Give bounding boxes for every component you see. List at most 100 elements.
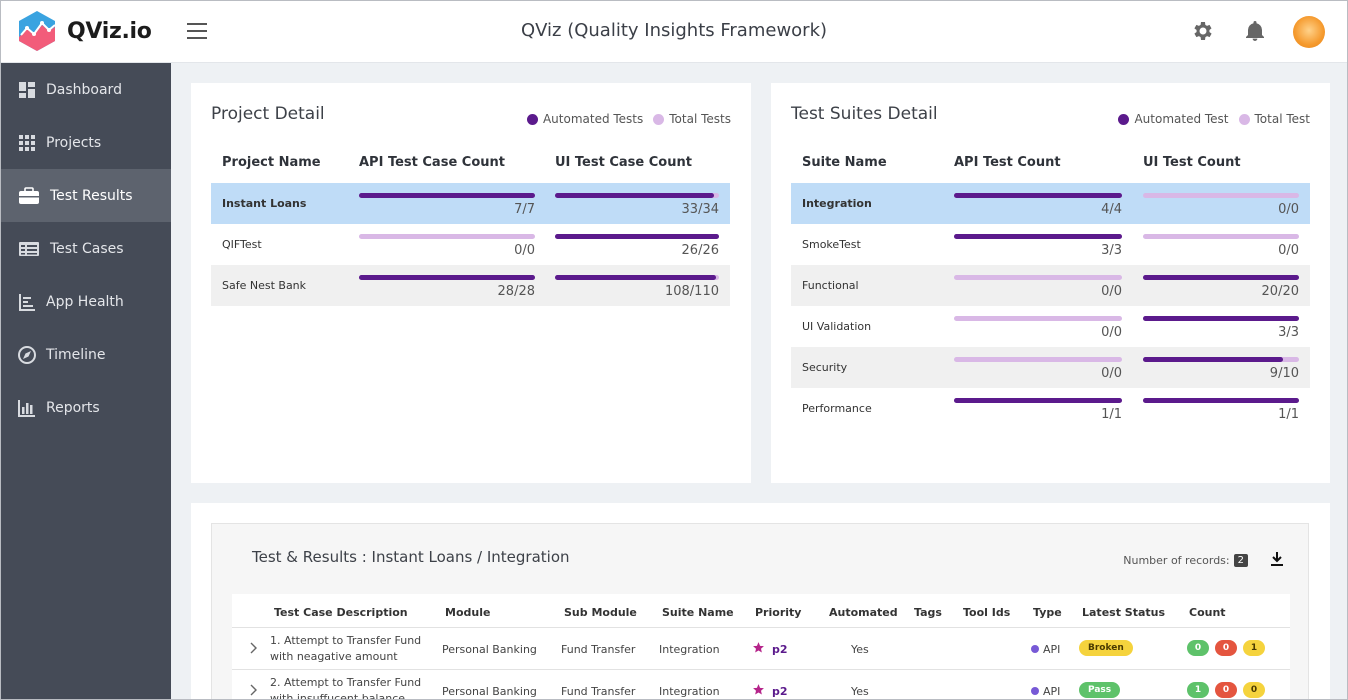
total-bar [359,275,535,280]
total-bar [954,234,1122,239]
bar-chart-icon [18,399,35,417]
menu-toggle-icon[interactable] [187,23,207,39]
pass-count: 1 [1187,682,1209,698]
api-count-label: 0/0 [1101,366,1122,381]
row-name: Functional [802,279,859,292]
results-panel: Test & Results : Instant Loans / Integra… [211,523,1309,700]
col-module[interactable]: Module [445,606,491,619]
col-automated[interactable]: Automated [829,606,898,619]
sidebar-item-reports[interactable]: Reports [1,381,171,434]
ui-count-cell: 0/0 [1143,183,1310,224]
star-icon [752,641,765,654]
dashboard-icon [19,81,35,98]
results-title: Test & Results : Instant Loans / Integra… [252,548,570,566]
total-bar [555,275,719,280]
top-header: QViz.io QViz (Quality Insights Framework… [1,1,1347,63]
broken-count: 1 [1243,640,1265,656]
sidebar-item-test-results[interactable]: Test Results [1,169,171,222]
ui-count-cell: 1/1 [1143,388,1310,429]
row-name: Performance [802,402,872,415]
sidebar-item-test-cases[interactable]: Test Cases [1,222,171,275]
fail-count: 0 [1215,640,1237,656]
api-count-label: 1/1 [1101,407,1122,422]
automated-bar [555,275,716,280]
status-badge[interactable]: Broken [1079,640,1133,656]
type-dot [1031,687,1039,695]
results-card: Test & Results : Instant Loans / Integra… [191,503,1330,700]
legend-automated: Automated Tests [526,112,643,126]
col-type[interactable]: Type [1033,606,1062,619]
col-ui-test-count: UI Test Count [1143,155,1241,170]
col-tool-ids[interactable]: Tool Ids [963,606,1011,619]
automated-bar [1143,357,1283,362]
bell-icon[interactable] [1243,19,1267,43]
table-row[interactable]: Safe Nest Bank 28/28 108/110 [211,265,730,306]
total-bar [359,193,535,198]
chevron-right-icon[interactable] [248,642,258,654]
total-bar [1143,357,1299,362]
sidebar-item-projects[interactable]: Projects [1,116,171,169]
compass-icon [18,345,36,364]
table-row[interactable]: UI Validation 0/0 3/3 [791,306,1310,347]
api-count-label: 0/0 [1101,325,1122,340]
ui-count-cell: 108/110 [555,265,730,306]
chevron-right-icon[interactable] [248,684,258,696]
total-bar [1143,398,1299,403]
api-count-cell: 0/0 [954,347,1143,388]
gear-icon[interactable] [1190,19,1214,43]
status-badge[interactable]: Pass [1079,682,1121,698]
table-row[interactable]: Instant Loans 7/7 33/34 [211,183,730,224]
results-table-header: Test Case Description Module Sub Module … [232,594,1290,628]
total-bar [1143,193,1299,198]
table-row[interactable]: SmokeTest 3/3 0/0 [791,224,1310,265]
api-count-cell: 0/0 [359,224,555,265]
type-dot [1031,645,1039,653]
records-count-badge: 2 [1233,554,1248,567]
table-row[interactable]: Functional 0/0 20/20 [791,265,1310,306]
priority: p2 [772,685,788,698]
ui-count-cell: 20/20 [1143,265,1310,306]
sidebar-item-dashboard[interactable]: Dashboard [1,63,171,116]
table-row[interactable]: QIFTest 0/0 26/26 [211,224,730,265]
api-count-cell: 0/0 [954,265,1143,306]
test-case-description[interactable]: 2. Attempt to Transfer Fund with insuffu… [270,676,422,700]
test-case-description[interactable]: 1. Attempt to Transfer Fund with neagati… [270,634,422,663]
download-icon[interactable] [1268,550,1286,568]
col-test-case-description[interactable]: Test Case Description [274,606,408,619]
row-name: Instant Loans [222,197,307,210]
table-row[interactable]: 1. Attempt to Transfer Fund with neagati… [232,628,1290,670]
sidebar-item-app-health[interactable]: App Health [1,275,171,328]
suite-name: Integration [659,685,720,698]
table-row[interactable]: Security 0/0 9/10 [791,347,1310,388]
table-row[interactable]: Performance 1/1 1/1 [791,388,1310,429]
api-count-cell: 1/1 [954,388,1143,429]
col-latest-status[interactable]: Latest Status [1082,606,1166,619]
col-project-name: Project Name [222,155,321,170]
row-name: Integration [802,197,872,210]
ui-count-label: 1/1 [1278,407,1299,422]
col-priority[interactable]: Priority [755,606,802,619]
logo-text: QViz.io [67,18,152,44]
api-count-cell: 28/28 [359,265,555,306]
table-icon [19,241,39,256]
col-count[interactable]: Count [1189,606,1226,619]
col-tags[interactable]: Tags [914,606,942,619]
avatar[interactable] [1293,16,1325,48]
logo[interactable]: QViz.io [15,9,152,53]
table-row[interactable]: Integration 4/4 0/0 [791,183,1310,224]
ui-count-label: 108/110 [664,284,719,299]
app-title: QViz (Quality Insights Framework) [520,20,828,41]
pass-count: 0 [1187,640,1209,656]
total-bar [954,193,1122,198]
col-suite-name[interactable]: Suite Name [662,606,734,619]
col-sub-module[interactable]: Sub Module [564,606,637,619]
ui-count-cell: 3/3 [1143,306,1310,347]
api-count-label: 0/0 [1101,284,1122,299]
table-row[interactable]: 2. Attempt to Transfer Fund with insuffu… [232,670,1290,700]
sidebar-item-timeline[interactable]: Timeline [1,328,171,381]
automated-bar [359,193,535,198]
automated-bar [1143,275,1299,280]
suites-detail-title: Test Suites Detail [791,104,938,124]
automated-bar [954,193,1122,198]
